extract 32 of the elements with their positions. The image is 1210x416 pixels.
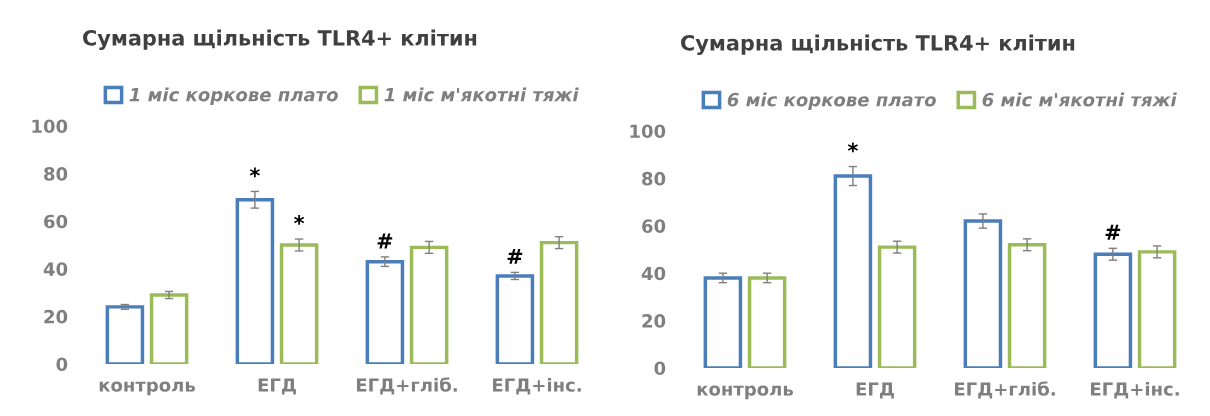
x-tick-label: контроль bbox=[99, 381, 195, 396]
chart-title: Сумарна щільність TLR4+ клітин bbox=[681, 34, 1075, 55]
y-tick-label: 80 bbox=[44, 167, 68, 181]
y-tick-label: 100 bbox=[630, 124, 666, 139]
annotation: # bbox=[377, 233, 393, 249]
x-tick-label: ЕГД bbox=[258, 378, 296, 395]
legend-label: 1 міс коркове плато bbox=[129, 87, 338, 105]
legend-label: 1 міс м'якотні тяжі bbox=[384, 87, 579, 102]
y-tick-label: 60 bbox=[642, 219, 666, 233]
y-tick-label: 0 bbox=[56, 357, 68, 372]
x-tick-label: ЕГД bbox=[856, 382, 894, 399]
y-tick-label: 0 bbox=[654, 361, 666, 376]
annotation: # bbox=[1105, 224, 1121, 240]
chart-title: Сумарна щільність TLR4+ клітин bbox=[83, 29, 477, 50]
legend-label: 6 міс м'якотні тяжі bbox=[982, 92, 1177, 107]
y-tick-label: 60 bbox=[44, 214, 68, 229]
x-tick-label: ЕГД+інс. bbox=[493, 377, 581, 395]
annotation: # bbox=[507, 248, 523, 264]
y-tick-label: 20 bbox=[642, 314, 666, 328]
y-tick-label: 80 bbox=[642, 171, 666, 186]
x-tick-label: ЕГД+гліб. bbox=[954, 381, 1055, 399]
annotation: * bbox=[294, 215, 305, 225]
annotation: * bbox=[249, 167, 260, 178]
annotation: * bbox=[847, 142, 858, 153]
y-tick-label: 20 bbox=[44, 309, 68, 324]
x-tick-label: ЕГД+інс. bbox=[1091, 381, 1179, 399]
x-tick-label: ЕГД+гліб. bbox=[356, 377, 457, 395]
y-tick-label: 100 bbox=[32, 119, 68, 134]
y-tick-label: 40 bbox=[641, 266, 666, 281]
y-tick-label: 40 bbox=[43, 262, 68, 276]
legend-label: 6 міс коркове плато bbox=[727, 92, 936, 111]
x-tick-label: контроль bbox=[697, 385, 793, 400]
